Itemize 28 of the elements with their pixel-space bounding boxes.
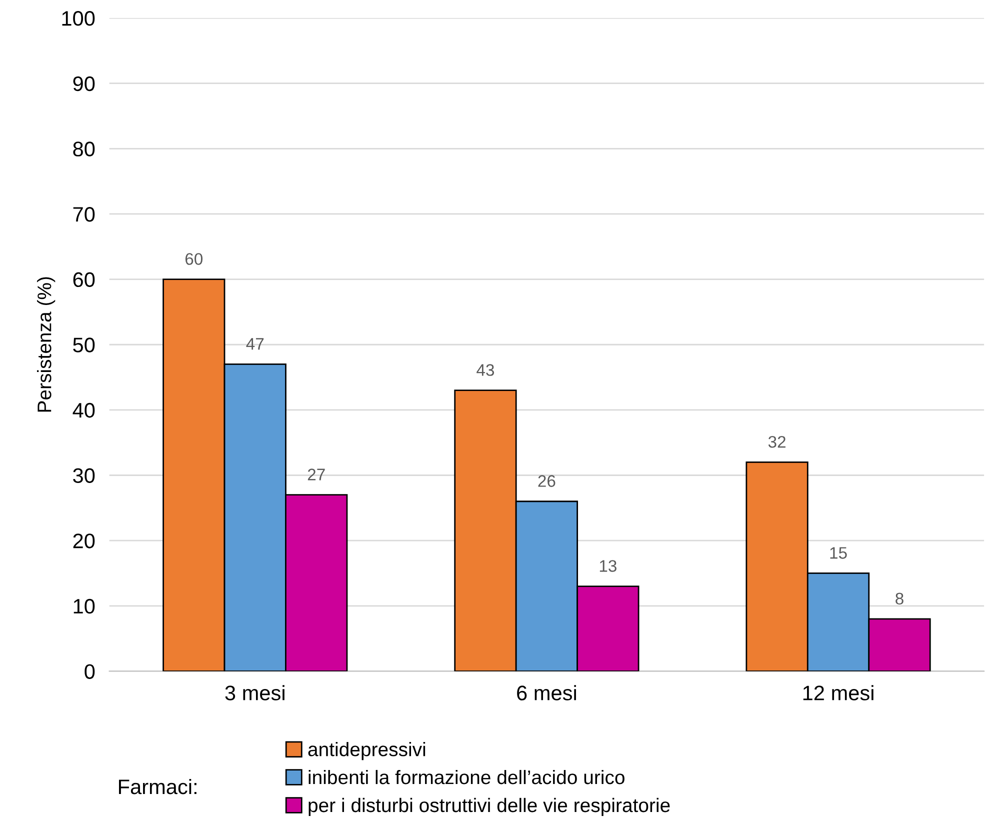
y-tick-label: 80 [73,142,95,156]
legend-label: antidepressivi [308,742,426,760]
legend-label: inibenti la formazione dell’acido urico [308,770,624,784]
y-tick-label: 0 [84,664,95,679]
legend-label: per i disturbi ostruttivi delle vie respiratorie [308,798,670,816]
data-label: 32 [768,436,786,448]
y-tick-label: 70 [73,206,95,222]
data-label: 60 [185,253,203,265]
y-tick-label: 40 [72,402,95,418]
y-tick-label: 50 [73,338,95,352]
y-axis-title: Persistenza (%) [37,277,56,412]
y-tick-label: 60 [73,272,95,288]
data-label: 15 [830,547,847,559]
y-tick-label: 10 [74,598,95,614]
y-tick-label: 100 [62,11,95,26]
x-tick-label: 12 mesi [803,685,874,700]
data-label: 26 [538,475,556,487]
data-label: 47 [246,338,264,350]
y-tick-label: 90 [73,76,95,92]
x-tick-label: 3 mesi [225,685,284,700]
data-label: 43 [476,364,494,376]
data-label: 27 [308,468,325,480]
y-tick-label: 20 [73,534,95,548]
x-tick-label: 6 mesi [517,685,576,700]
data-label: 13 [600,560,616,572]
data-label: 8 [896,592,904,605]
y-tick-label: 30 [73,468,95,484]
legend-title: Farmaci: [119,778,196,794]
